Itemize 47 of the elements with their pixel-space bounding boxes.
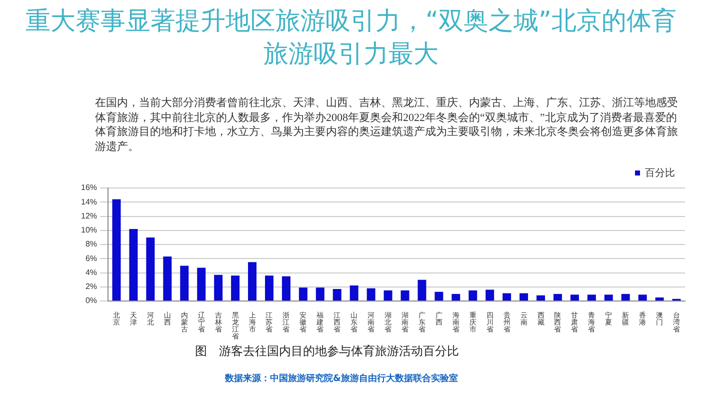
bar <box>214 274 223 300</box>
bar <box>587 294 596 300</box>
bar <box>197 268 206 300</box>
bar <box>434 292 444 300</box>
bar <box>180 266 189 300</box>
bar <box>366 288 376 300</box>
bar <box>112 199 121 300</box>
bar <box>502 293 512 300</box>
bar <box>332 288 342 300</box>
bar <box>604 294 613 300</box>
bar <box>163 256 172 300</box>
bar <box>621 294 630 300</box>
bar <box>553 294 562 300</box>
bar <box>146 237 155 300</box>
y-tick-label: 14% <box>80 197 98 206</box>
chart-title: 重大赛事显著提升地区旅游吸引力，“双奥之城”北京的体育旅游吸引力最大 <box>24 5 678 70</box>
bar <box>231 276 240 300</box>
bar <box>638 294 647 300</box>
source-note: 数据来源：中国旅游研究院&旅游自由行大数据联合实验室 <box>225 372 458 385</box>
y-tick-label: 0% <box>85 296 98 306</box>
y-tick-label: 6% <box>85 254 98 263</box>
bar <box>129 228 138 300</box>
chart-subtitle: 在国内，当前大部分消费者曾前往北京、天津、山西、吉林、黑龙江、重庆、内蒙古、上海、广东、江苏、浙江等地感受体育旅游，其中前往北京的人数最多，作为举办2008年夏奥会和2022年冬奥会的“双奥城市、”北京成为了消费者最喜爱的体育旅游目的地和打卡地，水立方、鸟巢为主要内容的奥运建筑遗产成为主要吸引物，未来北京冬奥会将创造更多体育旅游遗产。 <box>95 96 679 154</box>
y-tick-label: 16% <box>80 183 98 192</box>
legend-label: 百分比 <box>645 166 675 179</box>
bar <box>350 285 358 300</box>
bar <box>452 294 460 300</box>
bar <box>655 297 664 300</box>
bar <box>400 290 410 300</box>
text: 图 游客去往国内目的地参与体育旅游活动百分比 <box>195 343 459 360</box>
y-tick-label: 10% <box>80 226 98 235</box>
bar <box>486 290 494 300</box>
bar <box>384 290 392 300</box>
y-tick-label: 8% <box>85 240 98 249</box>
bar <box>418 280 426 300</box>
bar <box>316 288 324 300</box>
y-tick-label: 4% <box>85 268 98 277</box>
y-tick-label: 12% <box>80 211 98 220</box>
bar <box>264 276 274 300</box>
bar <box>570 294 579 300</box>
y-tick-label: 2% <box>85 282 98 292</box>
bar <box>282 276 290 300</box>
bar <box>298 288 308 300</box>
bar <box>468 290 478 300</box>
bar <box>520 293 528 300</box>
bar <box>248 262 256 300</box>
bar <box>536 295 545 300</box>
